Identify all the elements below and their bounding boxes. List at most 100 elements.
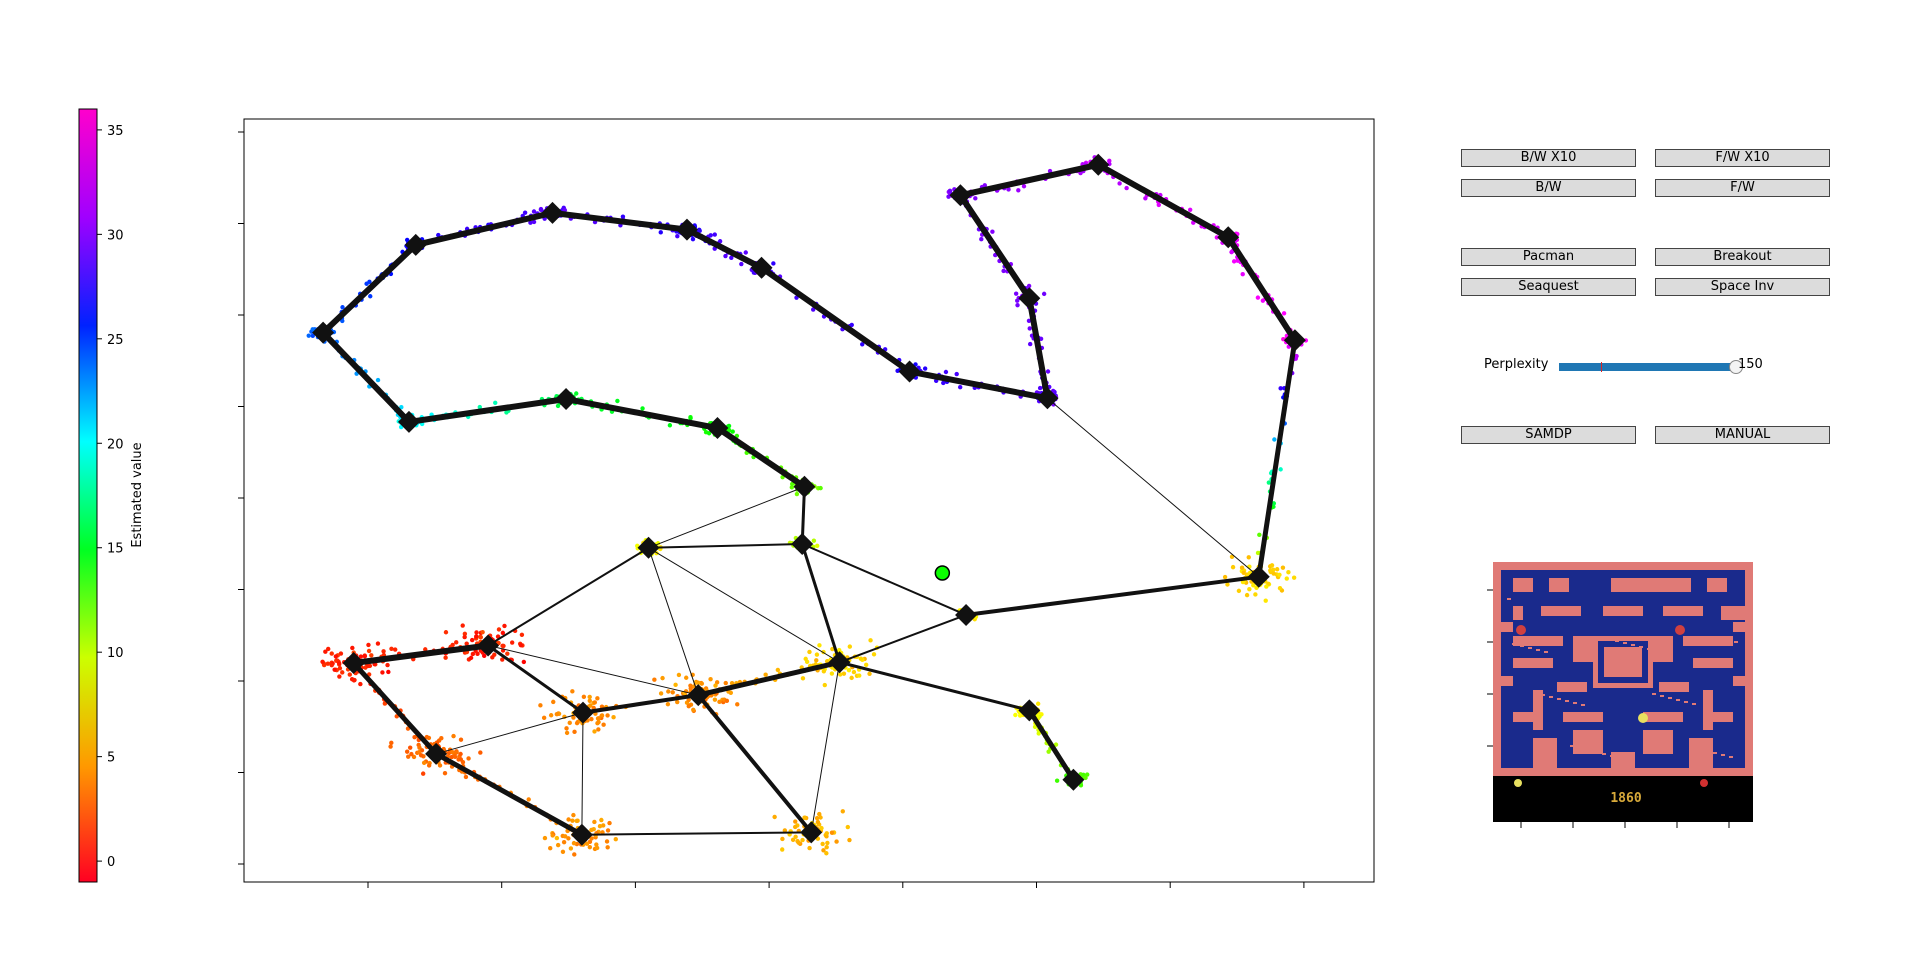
scatter-point <box>460 623 465 628</box>
scatter-point <box>829 830 835 835</box>
scatter-point <box>450 749 455 755</box>
scatter-point <box>1021 184 1027 189</box>
scatter-point <box>780 836 785 842</box>
scatter-point <box>352 677 357 683</box>
scatter-point <box>726 423 732 429</box>
scatter-point <box>973 196 978 201</box>
maze-wall <box>1693 658 1733 668</box>
scatter-point <box>1083 775 1088 781</box>
maze-wall <box>1563 712 1603 722</box>
scatter-point <box>665 701 671 707</box>
graph-edge <box>435 712 584 755</box>
scatter-point <box>1247 586 1252 592</box>
scatter-point <box>452 754 458 760</box>
maze-wall <box>1533 690 1543 730</box>
scatter-point <box>1053 742 1059 747</box>
scatter-point <box>589 836 594 841</box>
pellet <box>1684 701 1688 703</box>
scatter-point <box>451 733 456 739</box>
scatter-point <box>1269 563 1275 568</box>
perplexity-slider[interactable] <box>1559 360 1743 374</box>
samdp-button[interactable]: SAMDP <box>1461 426 1636 444</box>
scatter-point <box>369 653 374 658</box>
scatter-point <box>365 663 371 669</box>
graph-edge <box>683 226 765 271</box>
scatter-point <box>1045 369 1051 374</box>
colorbar-tick-label: 20 <box>107 437 124 452</box>
scatter-point <box>526 797 531 802</box>
scatter-point <box>763 672 768 677</box>
scatter-point <box>688 415 693 420</box>
fw-x10-button[interactable]: F/W X10 <box>1655 149 1830 167</box>
cherry-icon <box>1700 779 1708 787</box>
scatter-point <box>729 681 735 686</box>
scatter-point <box>863 662 869 668</box>
scatter-point <box>847 644 853 649</box>
breakout-button[interactable]: Breakout <box>1655 248 1830 266</box>
scatter-point <box>594 845 600 851</box>
graph-node <box>572 701 594 724</box>
scatter-point <box>504 410 509 415</box>
scatter-point <box>597 824 603 829</box>
scatter-point <box>652 677 657 682</box>
scatter-point <box>407 745 413 750</box>
scatter-point <box>860 342 865 347</box>
scatter-point <box>601 722 606 727</box>
perplexity-slider-handle[interactable] <box>1729 360 1743 374</box>
graph-edge <box>1026 707 1076 783</box>
bw-x10-button[interactable]: B/W X10 <box>1461 149 1636 167</box>
scatter-point <box>490 655 495 660</box>
scatter-point <box>868 638 873 643</box>
scatter-point <box>589 716 594 722</box>
scatter-point <box>849 675 854 681</box>
graph-node <box>793 475 816 498</box>
scatter-point <box>815 543 820 548</box>
scatter-point <box>528 220 533 225</box>
colorbar <box>78 108 98 883</box>
scatter-point <box>1291 575 1297 580</box>
graph-node <box>750 256 773 279</box>
manual-button[interactable]: MANUAL <box>1655 426 1830 444</box>
graph-node <box>828 651 851 674</box>
graph-node <box>1247 565 1270 588</box>
perplexity-slider-init-mark <box>1601 362 1602 372</box>
scatter-point <box>605 845 610 850</box>
scatter-point <box>658 691 664 696</box>
scatter-point <box>564 726 569 731</box>
scatter-point <box>337 674 342 679</box>
scatter-point <box>824 831 829 836</box>
scatter-point <box>838 672 843 677</box>
maze-wall <box>1689 738 1713 768</box>
scatter-point <box>941 380 946 386</box>
pellet <box>1549 696 1553 698</box>
pellet <box>1652 693 1656 695</box>
scatter-point <box>554 711 560 717</box>
scatter-point <box>820 841 825 847</box>
scatter-point <box>1001 268 1006 274</box>
scatter-point <box>1274 567 1280 572</box>
bw-button[interactable]: B/W <box>1461 179 1636 197</box>
fw-button[interactable]: F/W <box>1655 179 1830 197</box>
graph-node <box>1283 329 1306 352</box>
scatter-point <box>568 846 574 851</box>
seaquest-button[interactable]: Seaquest <box>1461 278 1636 296</box>
scatter-point <box>821 669 827 674</box>
game-score: 1860 <box>1610 791 1641 806</box>
ghost-icon <box>1675 625 1685 635</box>
maze-wall <box>1707 578 1727 592</box>
scatter-point <box>548 713 554 718</box>
pacman-button[interactable]: Pacman <box>1461 248 1636 266</box>
space-inv-button[interactable]: Space Inv <box>1655 278 1830 296</box>
pellet <box>1610 755 1614 757</box>
scatter-point <box>793 819 798 824</box>
scatter-point <box>688 686 693 691</box>
scatter-point <box>449 754 454 760</box>
scatter-point <box>713 683 718 688</box>
scatter-point <box>1236 588 1242 594</box>
scatter-point <box>954 371 959 377</box>
pellet <box>1692 703 1696 705</box>
graph-edge <box>581 693 701 715</box>
pellet <box>1734 641 1738 643</box>
scatter-point <box>946 194 951 199</box>
scatter-point <box>482 653 487 659</box>
